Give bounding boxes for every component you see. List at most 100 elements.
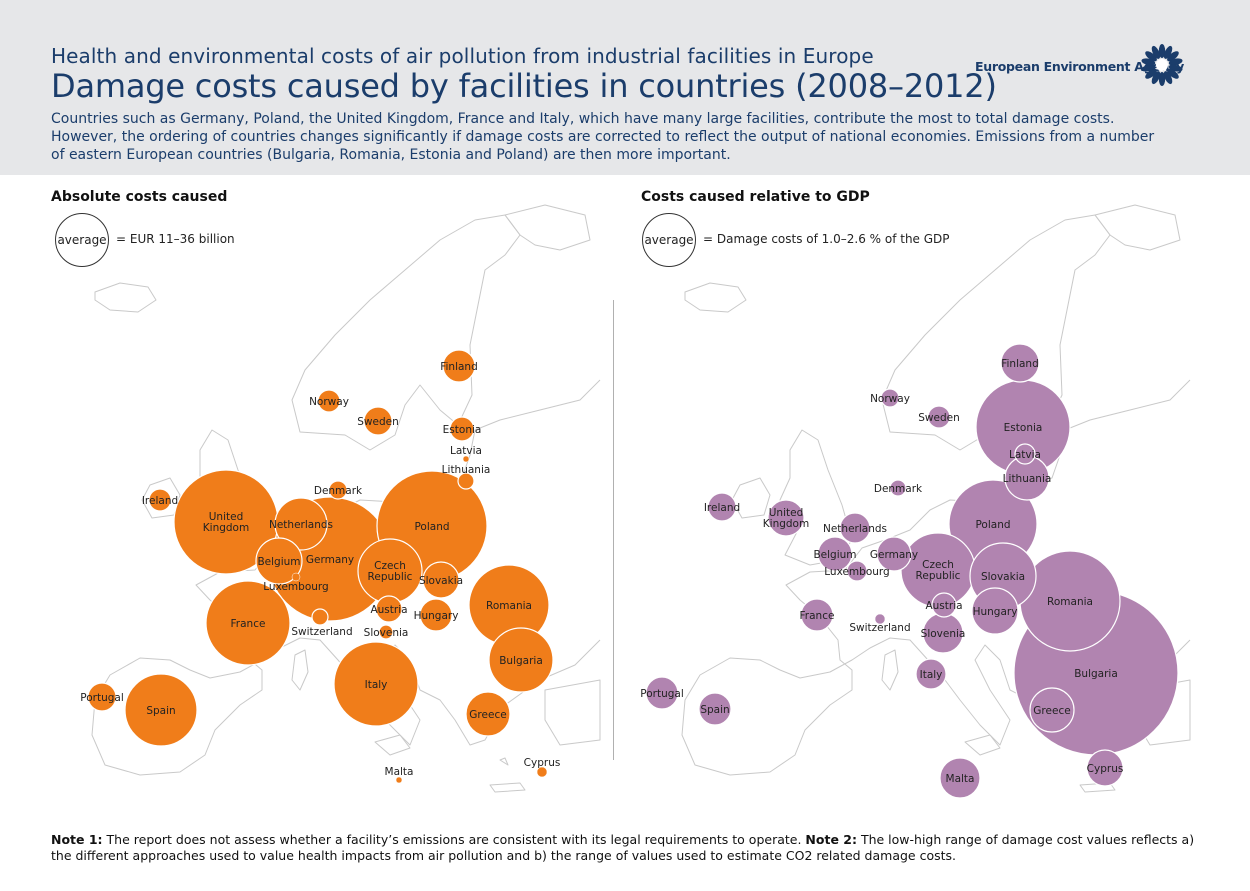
label-lithuania: Lithuania <box>442 464 491 476</box>
bubble-cyprus[interactable] <box>1086 749 1124 787</box>
intro-text: Countries such as Germany, Poland, the U… <box>51 111 1155 163</box>
map-outline-path <box>1094 204 1181 251</box>
bubble-ireland[interactable] <box>148 488 172 512</box>
label-spain: Spain <box>146 705 175 717</box>
bubble-norway[interactable] <box>880 388 900 408</box>
map-outline-path <box>681 379 1191 776</box>
bubble-sweden[interactable] <box>927 405 951 429</box>
bubble-luxembourg[interactable] <box>846 560 868 582</box>
map-outline-path <box>504 204 591 251</box>
label-latvia: Latvia <box>1009 449 1041 461</box>
bubble-portugal[interactable] <box>87 682 117 712</box>
note1-label: Note 1: <box>51 832 103 847</box>
label-cyprus: Cyprus <box>1087 763 1124 775</box>
bubble-latvia[interactable] <box>462 455 470 463</box>
label-hungary: Hungary <box>414 610 459 622</box>
label-romania: Romania <box>486 600 532 612</box>
label-ireland: Ireland <box>142 495 178 507</box>
label-germany: Germany <box>870 549 918 561</box>
right-legend-text: = Damage costs of 1.0–2.6 % of the GDP <box>703 232 950 246</box>
label-portugal: Portugal <box>640 688 684 700</box>
agency-name: European Environment Agency <box>975 59 1185 74</box>
label-switzerland: Switzerland <box>849 622 910 634</box>
bubble-latvia[interactable] <box>1014 443 1036 465</box>
label-italy: Italy <box>920 669 943 681</box>
bubble-malta[interactable] <box>395 776 403 784</box>
label-germany: Germany <box>306 554 354 566</box>
label-united-kingdom: United Kingdom <box>203 511 249 534</box>
label-norway: Norway <box>309 396 349 408</box>
bubble-france[interactable] <box>800 598 834 632</box>
label-bulgaria: Bulgaria <box>1074 668 1118 680</box>
bubble-netherlands[interactable] <box>839 512 871 544</box>
label-sweden: Sweden <box>357 416 399 428</box>
label-romania: Romania <box>1047 596 1093 608</box>
label-sweden: Sweden <box>918 412 960 424</box>
agency-logo[interactable]: European Environment Agency <box>975 38 1195 94</box>
bubble-portugal[interactable] <box>645 676 679 710</box>
map-outline-path <box>94 282 157 313</box>
bubble-united-kingdom[interactable] <box>767 499 805 537</box>
map-outline-path <box>881 649 899 691</box>
map-outline-path <box>684 282 747 313</box>
label-spain: Spain <box>700 704 729 716</box>
supertitle: Health and environmental costs of air po… <box>51 44 874 68</box>
bubble-germany[interactable] <box>876 536 912 572</box>
bubble-greece[interactable] <box>1029 687 1075 733</box>
bubble-france[interactable] <box>205 580 291 666</box>
bubble-slovakia[interactable] <box>422 561 460 599</box>
bubble-norway[interactable] <box>317 389 341 413</box>
bubble-denmark[interactable] <box>889 479 907 497</box>
label-slovakia: Slovakia <box>419 575 463 587</box>
bubble-austria[interactable] <box>931 592 957 618</box>
bubble-belgium[interactable] <box>817 536 853 572</box>
bubble-switzerland[interactable] <box>874 613 886 625</box>
label-belgium: Belgium <box>257 556 300 568</box>
bubble-italy[interactable] <box>333 641 419 727</box>
label-finland: Finland <box>440 361 478 373</box>
label-latvia: Latvia <box>450 445 482 457</box>
bubble-bulgaria[interactable] <box>488 627 554 693</box>
bubble-ireland[interactable] <box>707 492 737 522</box>
bubble-denmark[interactable] <box>328 480 348 500</box>
label-lithuania: Lithuania <box>1003 473 1052 485</box>
bubble-lithuania[interactable] <box>457 472 475 490</box>
bubble-hungary[interactable] <box>419 598 453 632</box>
label-bulgaria: Bulgaria <box>499 655 543 667</box>
map-outline-path <box>291 649 309 691</box>
bubble-cyprus[interactable] <box>536 766 548 778</box>
footnotes: Note 1: The report does not assess wheth… <box>51 832 1201 864</box>
bubble-finland[interactable] <box>442 349 476 383</box>
label-poland: Poland <box>414 521 449 533</box>
bubble-belgium[interactable] <box>255 537 303 585</box>
label-denmark: Denmark <box>874 483 923 495</box>
label-slovenia: Slovenia <box>364 627 409 639</box>
label-luxembourg: Luxembourg <box>263 581 328 593</box>
bubble-spain[interactable] <box>124 673 198 747</box>
label-italy: Italy <box>365 679 388 691</box>
bubble-austria[interactable] <box>375 595 403 623</box>
bubble-estonia[interactable] <box>449 416 475 442</box>
label-malta: Malta <box>385 766 414 778</box>
bubble-greece[interactable] <box>465 691 511 737</box>
bubble-spain[interactable] <box>698 692 732 726</box>
left-panel-title: Absolute costs caused <box>51 189 228 205</box>
bubble-finland[interactable] <box>1000 343 1040 383</box>
bubble-italy[interactable] <box>915 658 947 690</box>
bubble-luxembourg[interactable] <box>291 572 301 582</box>
note1-text: The report does not assess whether a fac… <box>102 832 806 847</box>
label-portugal: Portugal <box>80 692 124 704</box>
bubble-slovenia[interactable] <box>378 624 394 640</box>
bubble-hungary[interactable] <box>971 587 1019 635</box>
bubble-switzerland[interactable] <box>311 608 329 626</box>
bubble-malta[interactable] <box>939 757 981 799</box>
bubble-netherlands[interactable] <box>274 497 328 551</box>
label-hungary: Hungary <box>973 606 1018 618</box>
right-panel-title: Costs caused relative to GDP <box>641 189 870 205</box>
label-netherlands: Netherlands <box>269 519 333 531</box>
note2-label: Note 2: <box>805 832 857 847</box>
label-luxembourg: Luxembourg <box>824 566 889 578</box>
bubble-sweden[interactable] <box>363 406 393 436</box>
label-belgium: Belgium <box>813 549 856 561</box>
